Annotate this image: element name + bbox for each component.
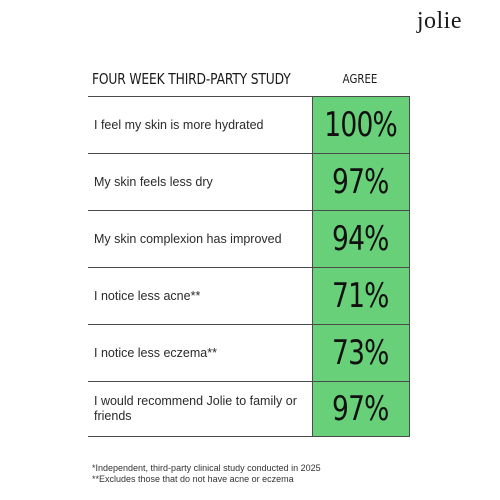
footnotes: *Independent, third-party clinical study… (92, 463, 321, 485)
statement-label: My skin complexion has improved (94, 231, 282, 246)
agree-percentage: 71% (332, 276, 389, 316)
agree-percentage: 100% (324, 105, 397, 145)
statement-label: I notice less eczema** (94, 345, 217, 360)
study-title: FOUR WEEK THIRD-PARTY STUDY (92, 70, 291, 88)
agree-percentage: 94% (332, 219, 389, 259)
agree-percentage: 73% (332, 333, 389, 373)
results-table: I feel my skin is more hydrated 100% My … (88, 96, 410, 437)
agree-column-highlight (312, 96, 410, 437)
statement-label: I feel my skin is more hydrated (94, 117, 264, 132)
table-row: My skin complexion has improved 94% (88, 210, 409, 267)
statement-label: My skin feels less dry (94, 174, 213, 189)
table-row: I notice less eczema** 73% (88, 324, 409, 381)
table-row: I notice less acne** 71% (88, 267, 409, 324)
statement-label: I notice less acne** (94, 288, 201, 303)
footnote-study: *Independent, third-party clinical study… (92, 463, 321, 473)
table-row: I feel my skin is more hydrated 100% (88, 96, 409, 153)
agree-percentage: 97% (332, 162, 389, 202)
table-row: I would recommend Jolie to family or fri… (88, 381, 409, 437)
brand-logo: jolie (416, 8, 462, 34)
table-row: My skin feels less dry 97% (88, 153, 409, 210)
agree-column-header: AGREE (342, 72, 378, 86)
footnote-exclusion: **Excludes those that do not have acne o… (92, 474, 294, 484)
agree-percentage: 97% (332, 389, 389, 429)
statement-label: I would recommend Jolie to family or fri… (94, 394, 297, 423)
